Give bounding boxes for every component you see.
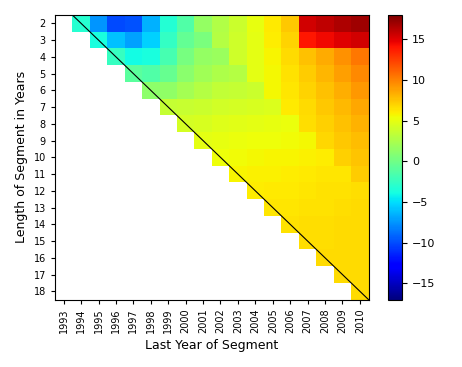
Y-axis label: Length of Segment in Years: Length of Segment in Years: [15, 71, 28, 243]
X-axis label: Last Year of Segment: Last Year of Segment: [145, 339, 279, 352]
